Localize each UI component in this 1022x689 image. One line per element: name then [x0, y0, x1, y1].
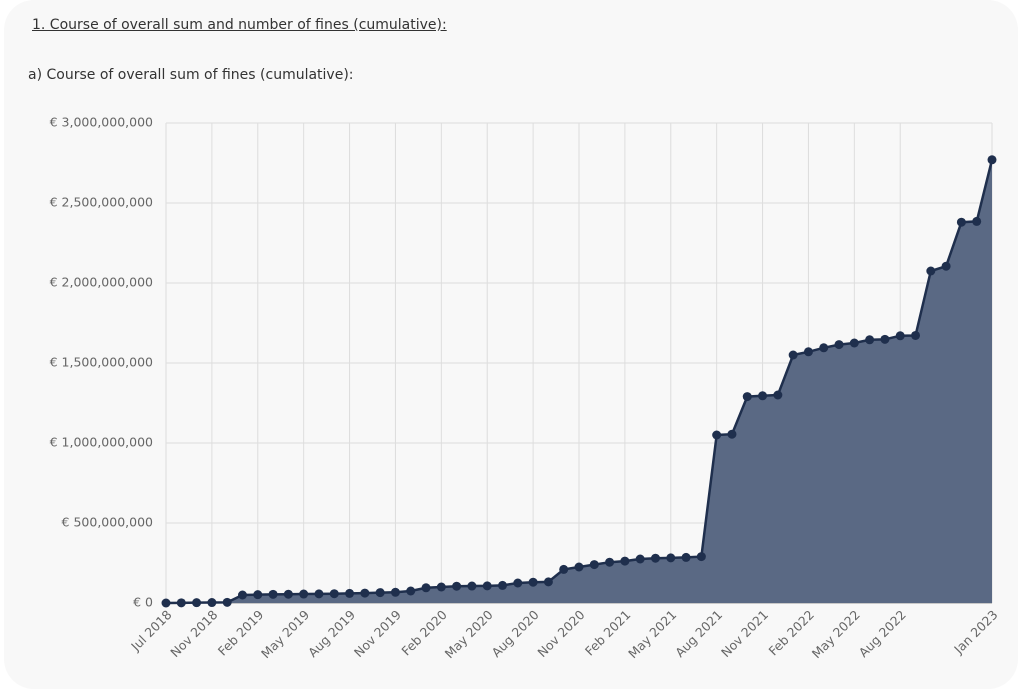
point: [574, 562, 584, 572]
x-tick-label: Jul 2018: [127, 607, 174, 654]
point: [911, 330, 921, 340]
y-tick-label: € 2,000,000,000: [50, 275, 153, 290]
x-tick-label: Aug 2021: [672, 607, 725, 660]
point: [895, 331, 905, 341]
y-tick-label: € 1,000,000,000: [50, 435, 153, 450]
point: [253, 590, 263, 600]
point: [498, 580, 508, 590]
y-tick-label: € 2,500,000,000: [50, 195, 153, 210]
point: [482, 581, 492, 591]
point: [375, 588, 385, 598]
point: [742, 392, 752, 402]
point: [360, 588, 370, 598]
point: [467, 581, 477, 591]
point: [620, 556, 630, 566]
point: [237, 590, 247, 600]
x-tick-label: Aug 2022: [856, 607, 909, 660]
y-tick-label: € 3,000,000,000: [50, 115, 153, 130]
x-tick-label: May 2020: [442, 607, 496, 661]
point: [987, 155, 997, 165]
point: [834, 340, 844, 350]
point: [941, 261, 951, 271]
point: [390, 587, 400, 597]
x-tick-label: Aug 2019: [305, 607, 358, 660]
y-tick-label: € 0: [133, 595, 153, 610]
x-tick-label: Nov 2019: [351, 607, 404, 660]
point: [345, 588, 355, 598]
point: [758, 391, 768, 401]
point: [161, 598, 171, 608]
point: [635, 554, 645, 564]
x-tick-label: Nov 2020: [534, 607, 587, 660]
area-fill: [166, 159, 992, 604]
point: [880, 334, 890, 344]
point: [452, 581, 462, 591]
point: [605, 557, 615, 567]
point: [589, 560, 599, 570]
point: [773, 390, 783, 400]
x-tick-label: Aug 2020: [489, 607, 542, 660]
point: [543, 577, 553, 587]
chart-title: a) Course of overall sum of fines (cumul…: [28, 67, 354, 83]
point: [712, 430, 722, 440]
point: [681, 552, 691, 562]
point: [926, 266, 936, 276]
point: [528, 577, 538, 587]
point: [819, 343, 829, 353]
point: [803, 347, 813, 357]
point: [192, 598, 202, 608]
y-tick-label: € 1,500,000,000: [50, 355, 153, 370]
point: [421, 583, 431, 593]
heading: 1. Course of overall sum and number of f…: [32, 17, 447, 33]
point: [176, 598, 186, 608]
point: [666, 553, 676, 563]
point: [329, 589, 339, 599]
point: [727, 429, 737, 439]
point: [865, 335, 875, 345]
x-tick-label: May 2019: [258, 607, 312, 661]
point: [513, 578, 523, 588]
point: [849, 338, 859, 348]
point: [314, 589, 324, 599]
point: [559, 564, 569, 574]
y-tick-label: € 500,000,000: [62, 515, 153, 530]
x-tick-label: Nov 2021: [718, 607, 771, 660]
x-tick-label: May 2021: [625, 607, 679, 661]
point: [299, 589, 309, 599]
point: [283, 589, 293, 599]
point: [207, 598, 217, 608]
point: [956, 217, 966, 227]
point: [696, 552, 706, 562]
point: [972, 216, 982, 226]
x-tick-label: May 2022: [809, 607, 863, 661]
point: [788, 350, 798, 360]
point: [406, 586, 416, 596]
point: [436, 582, 446, 592]
x-tick-label: Nov 2018: [167, 607, 220, 660]
point: [268, 589, 278, 599]
point: [650, 553, 660, 563]
point: [222, 597, 232, 607]
x-tick-label: Jan 2023: [950, 607, 1000, 657]
